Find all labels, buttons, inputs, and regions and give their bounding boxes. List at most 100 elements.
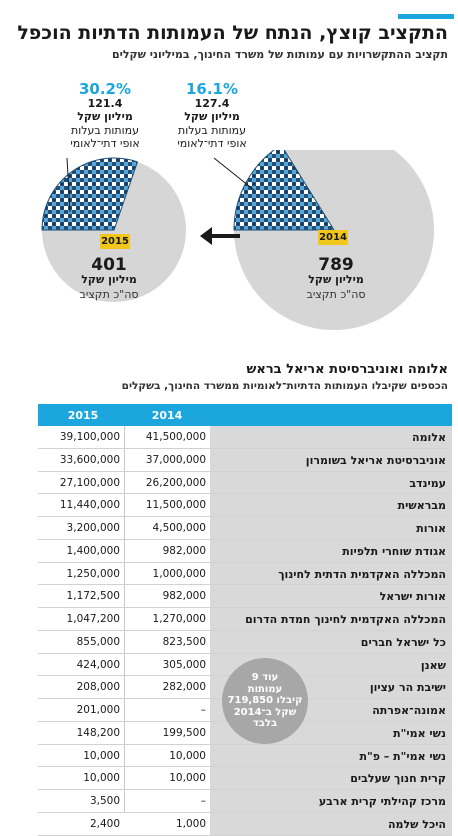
share-unit-2015: מיליון שקל (77, 110, 133, 123)
value-2015: 10,000 (83, 772, 120, 785)
year-badge-2014: 2014 (318, 230, 348, 245)
table-row: 2,400 1,000 היכל שלמה (38, 813, 452, 836)
value-2015: 3,500 (89, 795, 120, 807)
arrow-left-icon (200, 227, 240, 245)
organization-name: מרכז קהילתי קרית ארבע (318, 795, 446, 808)
organization-name: שאנן (420, 658, 446, 672)
organization-name: אמונה־אפרתה (372, 704, 446, 717)
table-row: 1,047,200 1,270,000 המכללה האקדמית לחינוך … (38, 608, 452, 631)
column-divider (124, 426, 125, 812)
share-desc-2015-line1: עמותות בעלות (70, 124, 140, 137)
value-2015: 3,200,000 (66, 522, 120, 534)
page-title: התקציב קוצץ, הנתח של העמותות הדתיות הוכפ… (17, 22, 448, 44)
organization-name: אורות (416, 522, 446, 535)
value-2014: – (200, 795, 206, 807)
organization-name: כל ישראל חברים (360, 635, 446, 649)
note-line-2: עמותות (247, 683, 283, 695)
value-2015: 2,400 (89, 817, 120, 830)
table-row: 10,000 10,000 נשי אמי"ת – פ"ת (38, 745, 452, 768)
share-unit-2014: מיליון שקל (184, 110, 240, 123)
value-2015: 1,400,000 (66, 544, 120, 557)
pie-2014-share-slice (233, 150, 335, 231)
total-unit-2015: מיליון שקל (81, 273, 137, 286)
total-2014: 789 (318, 255, 354, 275)
value-2014: 982,000 (162, 590, 206, 603)
column-header-2014: 2014 (151, 409, 183, 422)
accent-bar (398, 14, 454, 19)
organization-name: המכללה האקדמית הדתית לחינוך (278, 567, 446, 581)
organization-name: עמינדב (409, 476, 446, 490)
table-header: 2015 2014 (38, 404, 452, 426)
table-row: 1,250,000 1,000,000 המכללה האקדמית הדתית ל… (38, 563, 452, 586)
value-2014: 11,500,000 (145, 499, 206, 512)
table-row: 27,100,000 26,200,000 עמינדב (38, 472, 452, 495)
value-2014: 26,200,000 (145, 476, 206, 489)
funding-table: 2015 2014 39,100,000 41,500,000 אלומה 33,60… (38, 404, 452, 836)
percent-2015: 30.2% (78, 80, 132, 98)
pie-charts (41, 150, 434, 330)
value-2015: 11,440,000 (59, 499, 120, 512)
value-2015: 855,000 (76, 635, 120, 648)
organization-name: נשי אמי"ת (393, 726, 446, 740)
table-row: 3,500 – מרכז קהילתי קרית ארבע (38, 790, 452, 813)
table-row: 33,600,000 37,000,000 אוניברסיטת אריאל בשו… (38, 449, 452, 472)
total-desc-2015: סה"כ תקציב (79, 288, 139, 301)
percent-2014: 16.1% (185, 80, 239, 98)
value-2014: 982,000 (162, 544, 206, 557)
table-subtitle: הכספים שקיבלו העמותות הדתיות־לאומיות ממש… (121, 380, 448, 392)
organization-name: אלומה (412, 431, 446, 444)
table-body: 39,100,000 41,500,000 אלומה 33,600,000 37,00… (38, 426, 452, 836)
value-2015: 201,000 (76, 704, 120, 716)
organization-name: המכללה האקדמית לחינוך חמדת הדרום (245, 613, 446, 626)
column-header-2015: 2015 (67, 409, 99, 422)
note-line-3: קיבלו 719,850 (227, 695, 303, 707)
value-2015: 1,250,000 (66, 567, 120, 580)
value-2014: 10,000 (169, 749, 206, 762)
total-unit-2014: מיליון שקל (308, 273, 364, 286)
organization-name: אורות ישראל (379, 590, 446, 604)
value-2014: 282,000 (162, 681, 206, 694)
organization-name: נשי אמי"ת – פ"ת (359, 749, 447, 763)
pie-2015 (41, 157, 186, 302)
organization-name: מבראשית (397, 499, 446, 513)
organization-name: ישיבת הר עציון (369, 681, 446, 695)
value-2014: 1,000,000 (152, 567, 206, 580)
value-2014: 37,000,000 (145, 453, 206, 466)
table-row: 855,000 823,500 כל ישראל חברים (38, 631, 452, 654)
organization-name: היכל שלמה (387, 817, 446, 831)
value-2014: 305,000 (162, 658, 206, 671)
value-2014: – (200, 704, 206, 716)
table-row: 1,172,500 982,000 אורות ישראל (38, 585, 452, 608)
table-row: 11,440,000 11,500,000 מבראשית (38, 494, 452, 517)
name-column-background (210, 426, 452, 836)
value-2014: 1,270,000 (152, 613, 206, 625)
organization-name: אגודת שוחרי תלפיות (342, 544, 446, 558)
table-title: אלומה ואוניברסיטת אריאל בראש (246, 362, 448, 377)
value-2015: 148,200 (76, 726, 120, 739)
table-row: 3,200,000 4,500,000 אורות (38, 517, 452, 540)
value-2014: 823,500 (162, 635, 206, 648)
page-subtitle: תקציב ההתקשרויות עם עמותות של משרד החינו… (111, 48, 448, 61)
value-2014: 1,000 (175, 817, 206, 830)
share-amount-2014: 127.4 (194, 97, 230, 110)
note-line-5: בלבד (252, 718, 278, 730)
value-2015: 10,000 (83, 749, 120, 762)
year-badge-2015: 2015 (100, 234, 130, 249)
value-2015: 1,172,500 (66, 590, 120, 603)
value-2014: 199,500 (162, 726, 206, 739)
table-row: 39,100,000 41,500,000 אלומה (38, 426, 452, 449)
share-desc-2015-line2: אופי דתי־לאומי (70, 137, 140, 150)
share-desc-2014-line1: עמותות בעלות (177, 124, 247, 137)
value-2015: 424,000 (76, 658, 120, 671)
share-desc-2014-line2: אופי דתי־לאומי (177, 137, 247, 150)
note-line-1: עוד 9 (251, 672, 279, 684)
value-2014: 41,500,000 (145, 431, 206, 443)
value-2015: 1,047,200 (66, 613, 120, 625)
value-2014: 4,500,000 (152, 522, 206, 534)
leader-line-2015 (66, 157, 71, 213)
value-2015: 208,000 (76, 681, 120, 694)
table-row: 1,400,000 982,000 אגודת שוחרי תלפיות (38, 540, 452, 563)
note-circle: עוד 9 עמותות קיבלו 719,850 שקל ב־2014 בל… (222, 658, 308, 744)
table-row: 10,000 10,000 קרית חנוך שעלבים (38, 767, 452, 790)
total-desc-2014: סה"כ תקציב (306, 288, 366, 301)
